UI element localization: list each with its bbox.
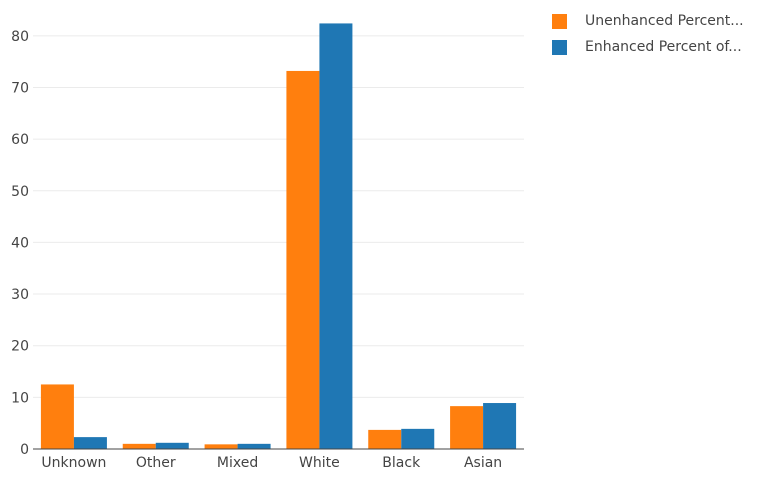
y-tick-label: 50	[11, 184, 29, 200]
x-tick-label: Unknown	[41, 455, 106, 471]
legend-item-unenhanced[interactable]: Unenhanced Percent...	[552, 8, 744, 34]
bar-asian-unenhanced[interactable]	[450, 406, 484, 449]
bar-white-enhanced[interactable]	[319, 23, 353, 450]
y-tick-label: 80	[11, 29, 29, 45]
bars	[40, 23, 517, 450]
bar-other-enhanced[interactable]	[155, 442, 189, 449]
legend-label-unenhanced: Unenhanced Percent...	[585, 13, 744, 29]
bar-black-enhanced[interactable]	[401, 428, 435, 449]
y-tick-label: 30	[11, 287, 29, 303]
legend-item-enhanced[interactable]: Enhanced Percent of...	[552, 34, 744, 60]
y-tick-label: 20	[11, 339, 29, 355]
bar-mixed-enhanced[interactable]	[237, 443, 271, 449]
x-tick-label: Black	[382, 455, 421, 471]
bar-white-unenhanced[interactable]	[286, 70, 320, 449]
y-tick-label: 70	[11, 80, 29, 96]
x-tick-label: Mixed	[217, 455, 258, 471]
bar-asian-enhanced[interactable]	[483, 403, 517, 449]
legend-label-enhanced: Enhanced Percent of...	[585, 39, 742, 55]
bar-unknown-unenhanced[interactable]	[40, 384, 74, 449]
x-axis-ticks: Unknown Other Mixed White Black Asian	[41, 455, 502, 471]
bar-black-unenhanced[interactable]	[368, 429, 402, 449]
bar-other-unenhanced[interactable]	[122, 443, 156, 449]
y-tick-label: 40	[11, 235, 29, 251]
x-tick-label: Other	[136, 455, 176, 471]
gridlines	[33, 35, 524, 398]
legend: Unenhanced Percent... Enhanced Percent o…	[552, 8, 744, 60]
x-tick-label: White	[299, 455, 340, 471]
bar-unknown-enhanced[interactable]	[73, 437, 107, 449]
legend-swatch-enhanced	[552, 39, 567, 55]
legend-swatch-unenhanced	[552, 13, 567, 29]
y-tick-label: 60	[11, 132, 29, 148]
bar-mixed-unenhanced[interactable]	[204, 444, 238, 449]
y-tick-label: 0	[20, 442, 29, 458]
y-tick-label: 10	[11, 390, 29, 406]
x-tick-label: Asian	[464, 455, 502, 471]
y-axis-ticks: 0 10 20 30 40 50 60 70 80	[11, 29, 29, 458]
